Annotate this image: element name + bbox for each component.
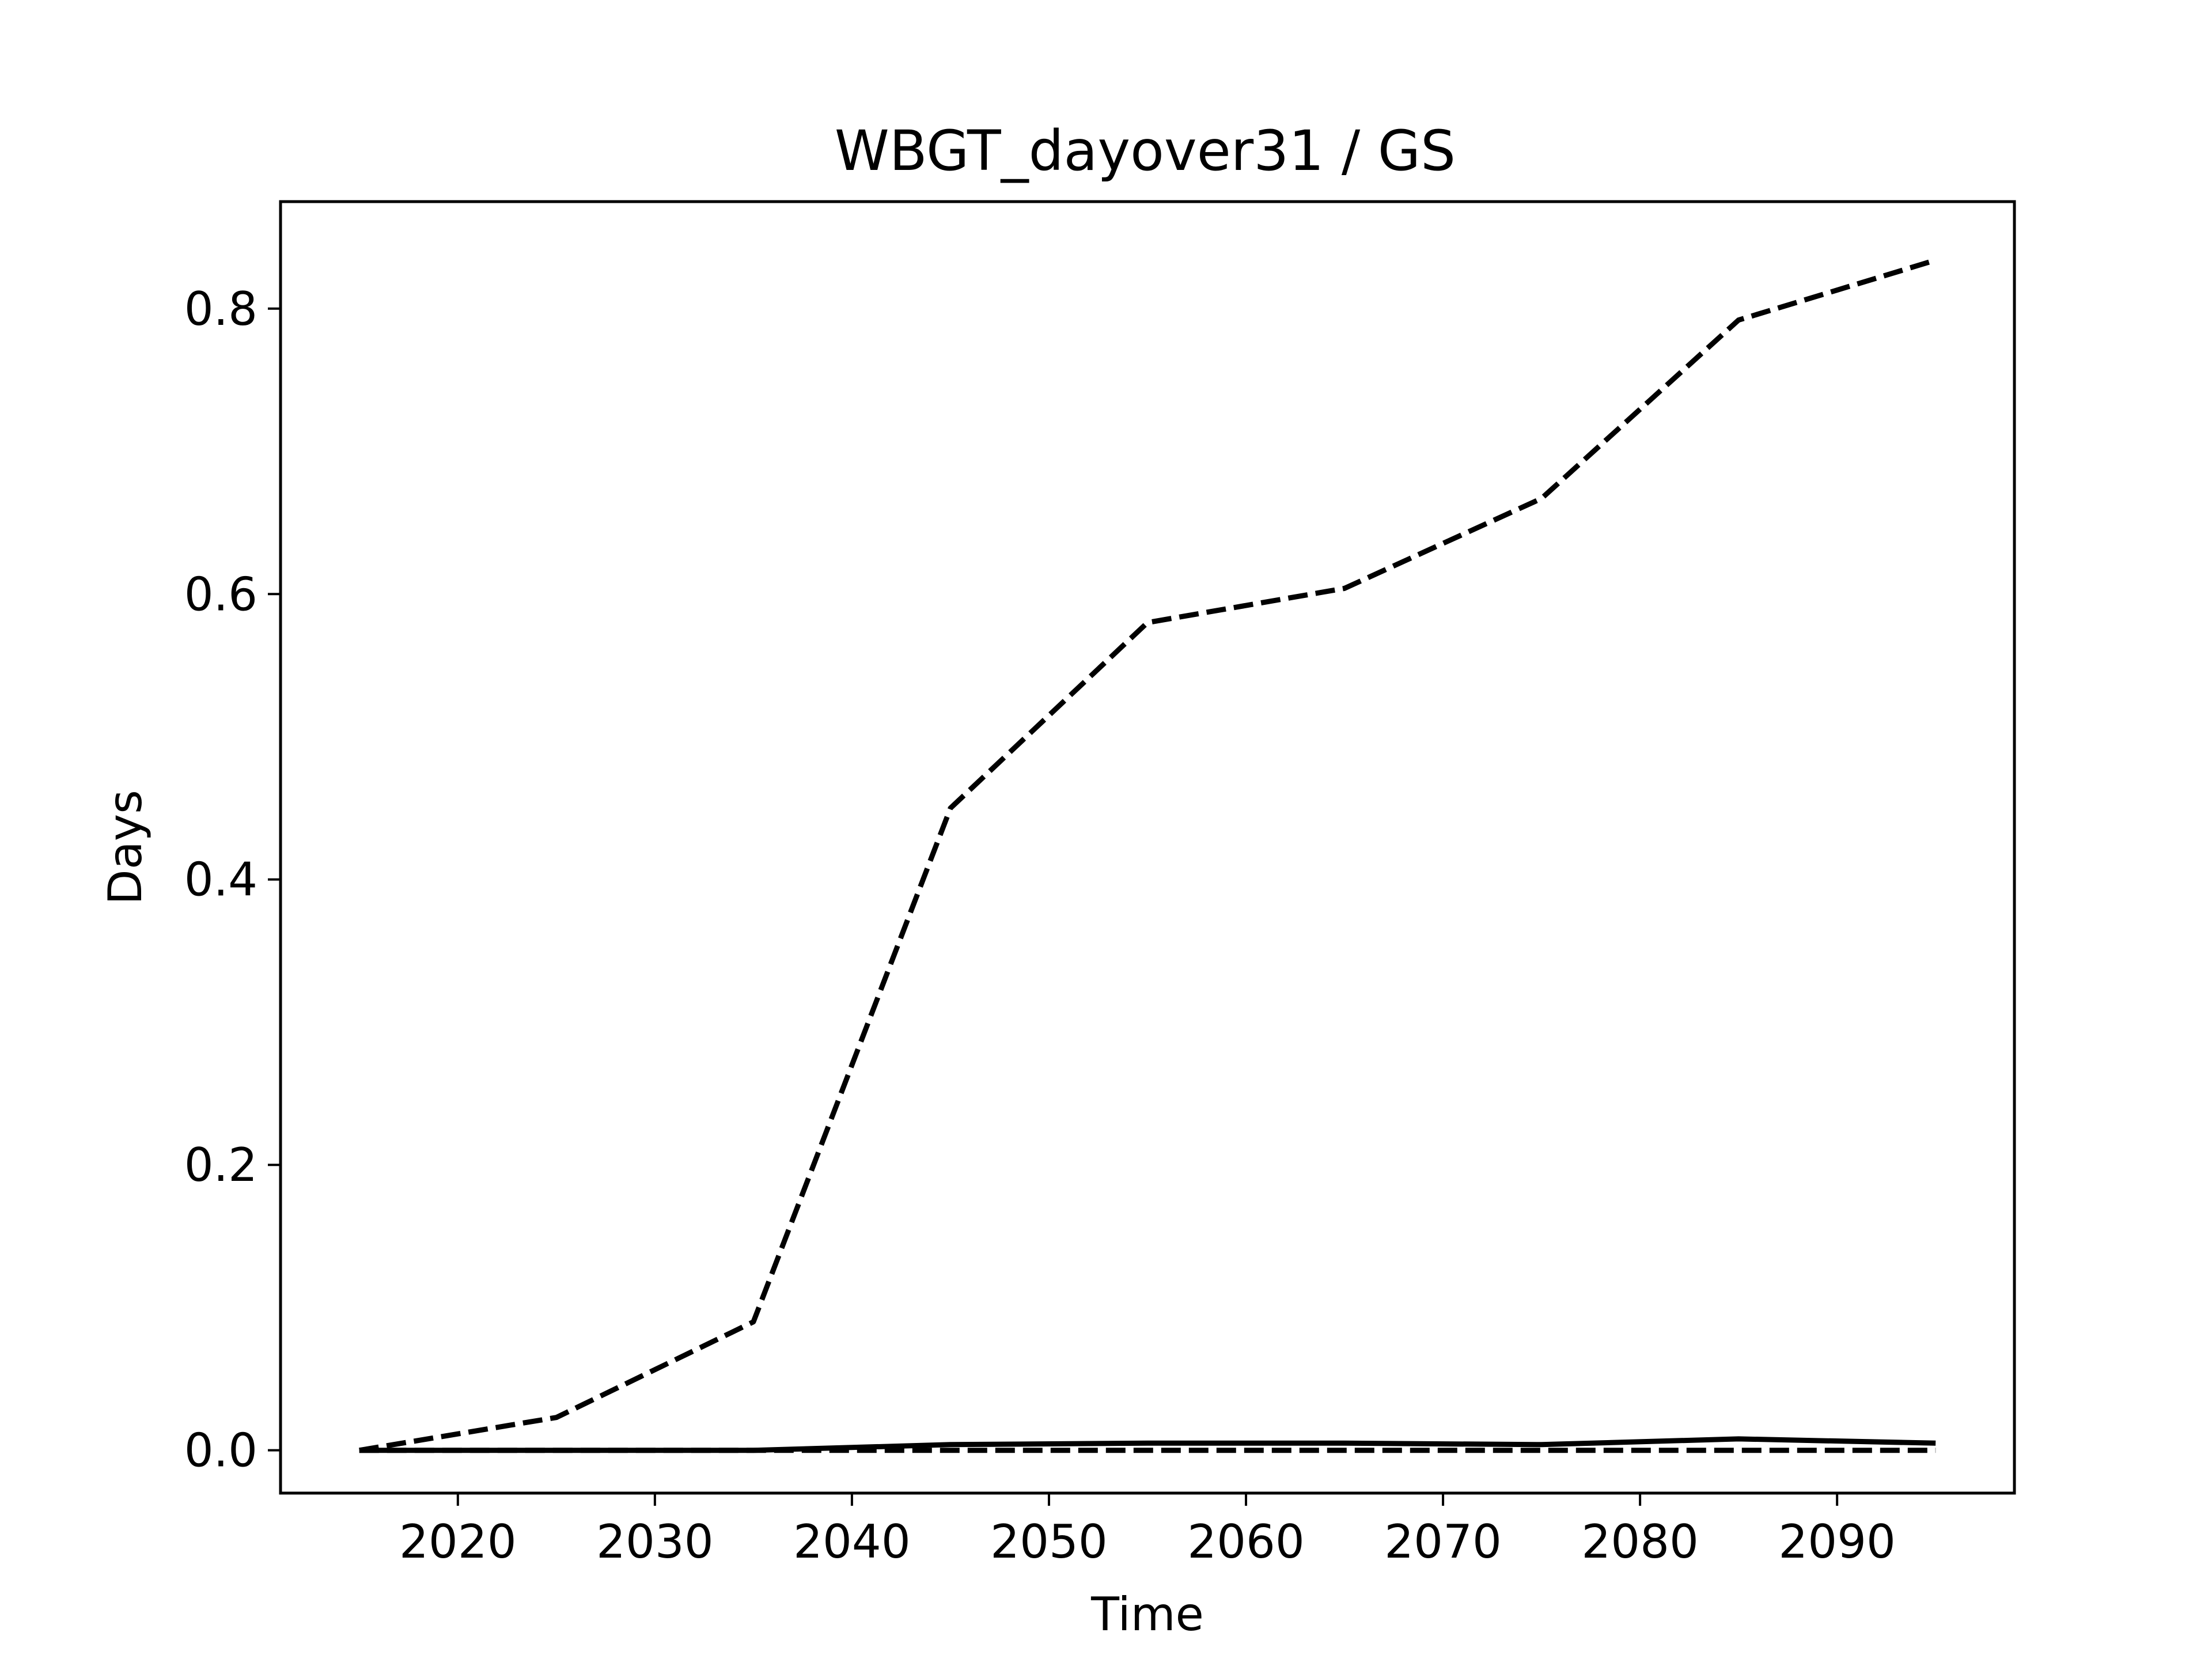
y-tick-label: 0.6 [184,567,257,621]
x-tick-label: 2050 [990,1515,1108,1569]
y-tick-label: 0.0 [184,1424,257,1478]
x-tick-label: 2090 [1778,1515,1896,1569]
chart-title: WBGT_dayover31 / GS [835,119,1456,183]
x-tick-label: 2070 [1384,1515,1502,1569]
y-axis-label: Days [99,790,152,905]
y-tick-label: 0.2 [184,1138,257,1192]
x-tick-label: 2030 [596,1515,714,1569]
series-lines [359,257,1937,1453]
plot-frame [279,200,2016,1495]
x-axis-label: Time [1090,1588,1204,1641]
series-line-1 [359,257,1937,1453]
x-tick-label: 2020 [399,1515,517,1569]
x-tick-label: 2060 [1187,1515,1305,1569]
y-axis-ticks: 0.0 0.2 0.4 0.6 0.8 [184,282,281,1478]
y-tick-label: 0.4 [184,853,257,907]
x-axis-ticks: 2020 2030 2040 2050 2060 2070 2080 2090 [399,1493,1896,1569]
x-tick-label: 2080 [1581,1515,1699,1569]
x-tick-label: 2040 [793,1515,911,1569]
y-tick-label: 0.8 [184,282,257,336]
